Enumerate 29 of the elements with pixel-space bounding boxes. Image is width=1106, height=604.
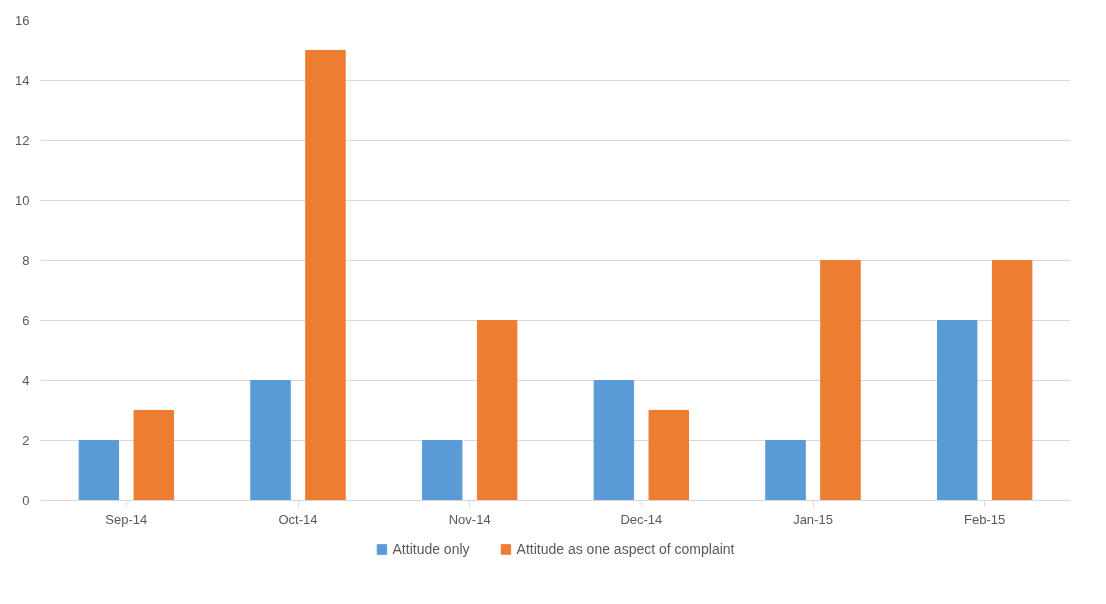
bar xyxy=(820,260,861,501)
bar xyxy=(250,380,291,501)
y-tick-label: 10 xyxy=(15,193,30,208)
bar xyxy=(991,260,1033,501)
legend-label: Attitude as one aspect of complaint xyxy=(516,541,735,557)
bar xyxy=(133,410,175,501)
bar xyxy=(765,440,806,501)
y-tick-label: 0 xyxy=(22,493,30,508)
y-tick-label: 14 xyxy=(15,73,30,88)
bar xyxy=(648,410,690,501)
y-tick-label: 6 xyxy=(22,313,30,328)
bar xyxy=(305,50,346,501)
bar xyxy=(936,320,978,501)
bar xyxy=(78,440,120,501)
x-tick-label: Nov-14 xyxy=(448,511,491,527)
y-tick-label: 16 xyxy=(15,13,30,28)
bar xyxy=(476,320,518,501)
x-tick-label: Oct-14 xyxy=(278,511,318,527)
y-tick-label: 12 xyxy=(15,133,30,148)
y-tick-label: 2 xyxy=(22,433,30,448)
y-tick-label: 4 xyxy=(22,373,30,388)
x-tick-label: Dec-14 xyxy=(620,511,663,527)
bar xyxy=(421,440,463,501)
x-tick-label: Jan-15 xyxy=(793,511,833,527)
x-tick-label: Feb-15 xyxy=(964,511,1006,527)
bar xyxy=(593,380,635,501)
x-tick-label: Sep-14 xyxy=(105,511,148,527)
legend-label: Attitude only xyxy=(392,541,470,557)
y-tick-label: 8 xyxy=(22,253,30,268)
